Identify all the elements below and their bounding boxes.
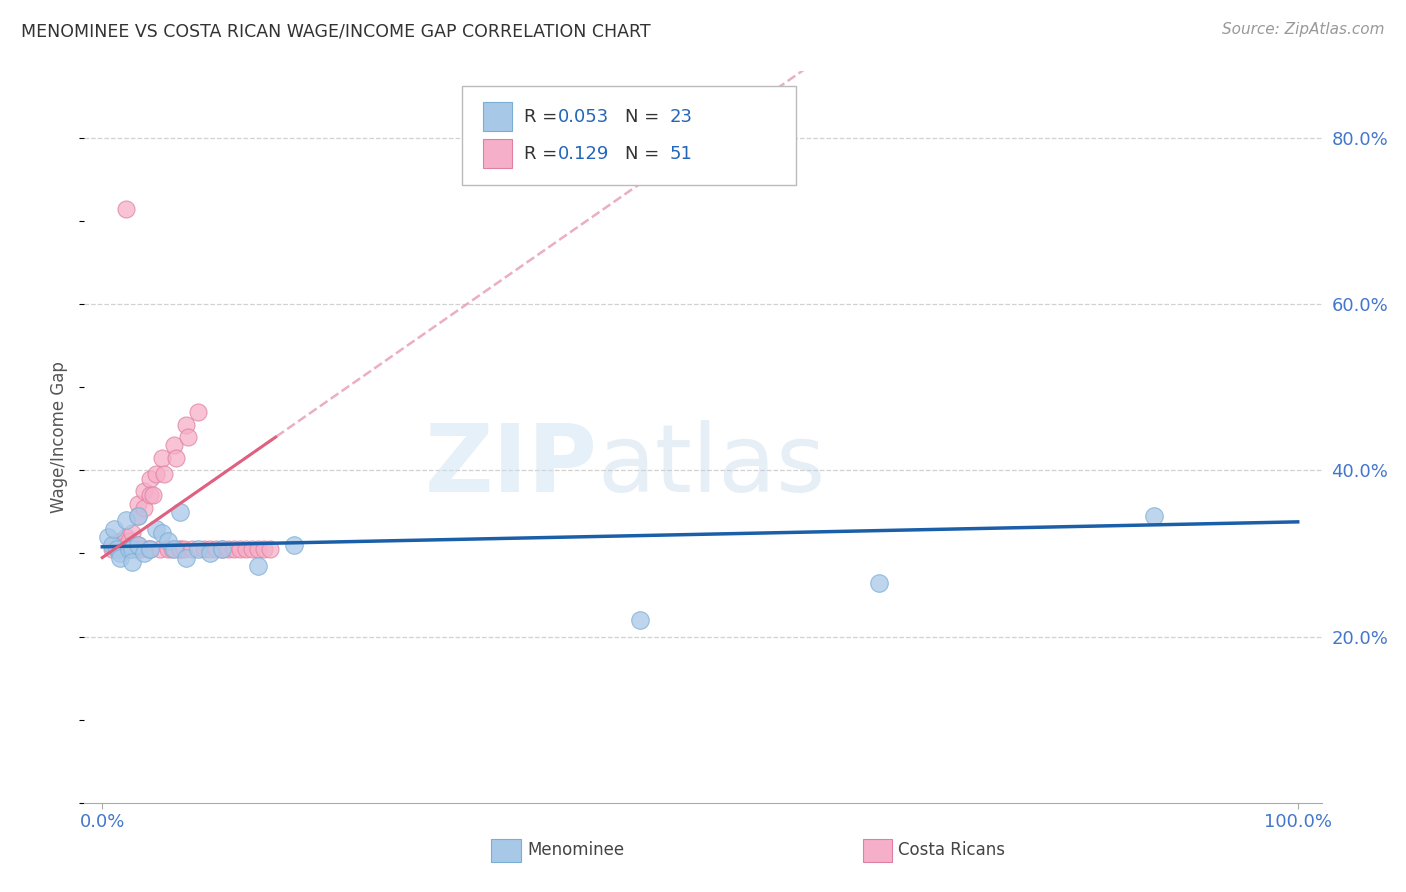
Point bbox=[198, 546, 221, 560]
Point bbox=[283, 538, 305, 552]
Point bbox=[136, 542, 159, 557]
Point bbox=[205, 542, 228, 557]
Point bbox=[115, 513, 138, 527]
Point bbox=[115, 538, 138, 552]
Point bbox=[134, 546, 156, 560]
Point bbox=[169, 505, 191, 519]
Point bbox=[149, 542, 172, 557]
Point bbox=[110, 550, 132, 565]
Point bbox=[259, 542, 281, 557]
Point bbox=[211, 542, 233, 557]
Point bbox=[246, 558, 269, 573]
FancyBboxPatch shape bbox=[461, 86, 796, 185]
Point bbox=[163, 438, 186, 452]
Point bbox=[125, 542, 148, 557]
Point bbox=[229, 542, 252, 557]
Point bbox=[628, 613, 651, 627]
Point bbox=[127, 538, 149, 552]
Point bbox=[112, 542, 135, 557]
Point bbox=[134, 500, 156, 515]
Point bbox=[187, 542, 209, 557]
Point bbox=[117, 533, 139, 548]
Point bbox=[198, 542, 221, 557]
Point bbox=[165, 450, 187, 465]
Point bbox=[115, 530, 138, 544]
Point bbox=[153, 467, 176, 482]
Point bbox=[115, 202, 138, 216]
Point bbox=[1143, 509, 1166, 524]
Text: 51: 51 bbox=[669, 145, 693, 163]
Point bbox=[193, 542, 215, 557]
Point bbox=[117, 542, 139, 557]
Point bbox=[110, 542, 132, 557]
Point bbox=[134, 484, 156, 499]
Point bbox=[141, 488, 163, 502]
Point bbox=[105, 542, 128, 557]
Point bbox=[127, 509, 149, 524]
Point bbox=[139, 542, 162, 557]
Point bbox=[253, 542, 276, 557]
Point bbox=[174, 550, 197, 565]
Point bbox=[121, 555, 143, 569]
Point bbox=[157, 542, 180, 557]
Point bbox=[217, 542, 239, 557]
Point bbox=[110, 533, 132, 548]
Text: 23: 23 bbox=[669, 108, 693, 126]
FancyBboxPatch shape bbox=[863, 838, 893, 862]
Point bbox=[101, 538, 124, 552]
Point bbox=[121, 525, 143, 540]
Text: Source: ZipAtlas.com: Source: ZipAtlas.com bbox=[1222, 22, 1385, 37]
Point bbox=[145, 521, 167, 535]
Point bbox=[129, 542, 152, 557]
Text: ZIP: ZIP bbox=[425, 420, 598, 512]
Point bbox=[110, 546, 132, 560]
Point bbox=[240, 542, 263, 557]
Point bbox=[173, 542, 195, 557]
Point bbox=[150, 450, 173, 465]
Text: 0.053: 0.053 bbox=[558, 108, 609, 126]
Point bbox=[103, 538, 125, 552]
Point bbox=[181, 542, 204, 557]
Text: N =: N = bbox=[626, 145, 665, 163]
Point bbox=[157, 533, 180, 548]
Y-axis label: Wage/Income Gap: Wage/Income Gap bbox=[51, 361, 69, 513]
Point bbox=[187, 405, 209, 419]
Point bbox=[97, 530, 120, 544]
Point bbox=[174, 417, 197, 432]
Point bbox=[103, 521, 125, 535]
Point bbox=[222, 542, 245, 557]
Point bbox=[169, 542, 191, 557]
Point bbox=[160, 542, 183, 557]
Point bbox=[139, 472, 162, 486]
Text: 0.129: 0.129 bbox=[558, 145, 610, 163]
Point bbox=[150, 525, 173, 540]
Point bbox=[145, 467, 167, 482]
FancyBboxPatch shape bbox=[482, 139, 512, 169]
Text: R =: R = bbox=[523, 108, 562, 126]
Point bbox=[117, 542, 139, 557]
Point bbox=[163, 542, 186, 557]
Point bbox=[246, 542, 269, 557]
Point bbox=[139, 488, 162, 502]
Point bbox=[101, 542, 124, 557]
Text: R =: R = bbox=[523, 145, 562, 163]
Point bbox=[127, 497, 149, 511]
Text: Costa Ricans: Costa Ricans bbox=[898, 841, 1005, 859]
Point bbox=[121, 542, 143, 557]
Text: atlas: atlas bbox=[598, 420, 827, 512]
Point bbox=[868, 575, 890, 590]
Point bbox=[121, 538, 143, 552]
Text: N =: N = bbox=[626, 108, 665, 126]
FancyBboxPatch shape bbox=[492, 838, 522, 862]
Point bbox=[177, 430, 200, 444]
Point bbox=[127, 509, 149, 524]
Point bbox=[169, 542, 191, 557]
Point bbox=[127, 538, 149, 552]
Point bbox=[235, 542, 257, 557]
Point bbox=[139, 542, 162, 557]
Text: MENOMINEE VS COSTA RICAN WAGE/INCOME GAP CORRELATION CHART: MENOMINEE VS COSTA RICAN WAGE/INCOME GAP… bbox=[21, 22, 651, 40]
Point bbox=[211, 542, 233, 557]
FancyBboxPatch shape bbox=[482, 103, 512, 131]
Text: Menominee: Menominee bbox=[527, 841, 624, 859]
